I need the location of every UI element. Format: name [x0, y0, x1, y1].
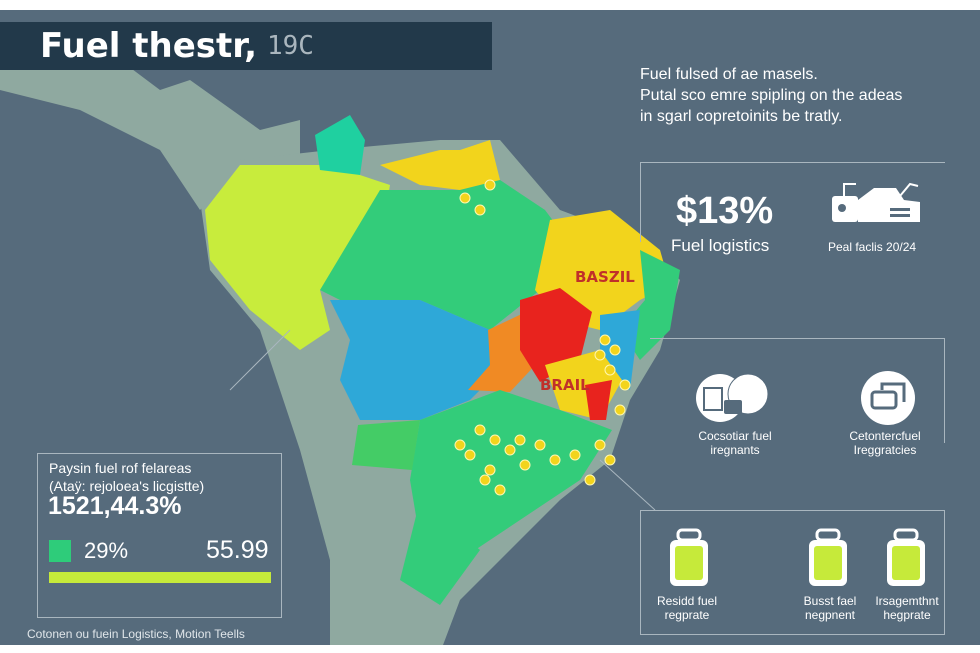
stat-label: Fuel logistics	[671, 236, 770, 255]
region-green-south	[410, 390, 612, 560]
fuel-station-marker	[594, 349, 606, 361]
fuel-station-marker	[519, 459, 531, 471]
tank-caption: Irsagemthnt hegprate	[862, 594, 952, 622]
fuel-tank-icon	[887, 528, 925, 586]
fuel-station-marker	[584, 474, 596, 486]
fuel-station-marker	[454, 439, 466, 451]
fuel-station-marker	[619, 379, 631, 391]
fuel-station-marker	[594, 439, 606, 451]
panel-border-bottom	[640, 510, 945, 635]
intro-text: Fuel fulsed of ae masels. Putal sco emre…	[640, 64, 902, 127]
progress-bar	[49, 572, 271, 583]
feature-caption: Cetontercfuel Ireggratcies	[830, 429, 940, 457]
intro-line: Fuel fulsed of ae masels.	[640, 66, 818, 83]
tank-caption: Residd fuel regprate	[640, 594, 734, 622]
map-label-2: BRAIL	[540, 376, 590, 394]
tank-label: Residd fuel	[656, 594, 718, 608]
fuel-tank-icon	[670, 528, 708, 586]
fuel-station-marker	[604, 364, 616, 376]
central-america-land	[0, 40, 300, 210]
fuel-tank-icon	[809, 528, 847, 586]
tank-label: regprate	[664, 608, 710, 622]
documents-truck-icon	[696, 373, 768, 422]
fuel-truck-icon	[832, 182, 920, 222]
fuel-station-marker	[569, 449, 581, 461]
region-teal	[315, 115, 365, 175]
tank-label: hegprate	[883, 608, 931, 622]
fuel-station-marker	[614, 404, 626, 416]
tank-label: Irsagemthnt	[875, 594, 939, 608]
region-green-southtip	[400, 500, 480, 605]
tank-caption: Busst fael negpnent	[790, 594, 870, 622]
vehicles-icon	[861, 371, 915, 425]
fuel-station-marker	[604, 454, 616, 466]
infographic-canvas: BASZIL BRAIL Fuel thestr, 19C Fuel fulse…	[0, 10, 980, 645]
fuel-station-marker	[609, 344, 621, 356]
feature-label: iregnants	[710, 443, 760, 457]
feature-label: Cetontercfuel	[849, 429, 921, 443]
stat-value: $13%	[676, 190, 774, 232]
title-bar: Fuel thestr, 19C	[0, 22, 492, 70]
page-subtitle: 19C	[266, 31, 314, 61]
summary-big-value: 1521,44.3%	[48, 492, 182, 520]
legend-value: 55.99	[206, 536, 269, 564]
fuel-station-marker	[474, 424, 486, 436]
fuel-station-marker	[494, 484, 506, 496]
feature-label: Ireggratcies	[853, 443, 917, 457]
south-america-map	[0, 40, 680, 645]
region-green-central	[320, 180, 560, 330]
region-blue-west	[330, 300, 500, 420]
legend-percent: 29%	[84, 538, 129, 563]
region-lime	[205, 165, 390, 350]
intro-line: in sgarl copretoinits be tratly.	[640, 108, 843, 125]
panel-border-top	[640, 162, 945, 242]
fuel-station-marker	[484, 179, 496, 191]
feature-caption: Cocsotiar fuel iregnants	[680, 429, 790, 457]
fuel-station-marker	[489, 434, 501, 446]
intro-line: Putal sco emre spipling on the adeas	[640, 87, 903, 104]
car-label: Peal faclis 20/24	[828, 240, 917, 254]
fuel-station-marker	[514, 434, 526, 446]
fuel-station-marker	[479, 474, 491, 486]
region-yellow-north	[380, 140, 500, 190]
map-label-1: BASZIL	[575, 268, 635, 286]
summary-line-1: Paysin fuel rof felareas	[49, 460, 192, 476]
page-title: Fuel thestr,	[40, 26, 257, 66]
fuel-station-marker	[484, 464, 496, 476]
region-red-small	[585, 380, 612, 420]
fuel-station-marker	[504, 444, 516, 456]
fuel-station-marker	[549, 454, 561, 466]
fuel-station-markers	[454, 179, 631, 496]
panel-border-middle	[650, 338, 945, 443]
tank-label: negpnent	[804, 608, 856, 622]
region-green-southwest	[352, 420, 420, 470]
fuel-station-marker	[464, 449, 476, 461]
summary-box: Paysin fuel rof felareas (Ataÿ: rejoloea…	[37, 453, 282, 618]
footer-text: Cotonen ou fuein Logistics, Motion Teell…	[27, 627, 245, 641]
fuel-station-marker	[459, 192, 471, 204]
legend-swatch	[49, 540, 71, 562]
tank-label: Busst fael	[803, 594, 857, 608]
fuel-station-marker	[534, 439, 546, 451]
fuel-station-marker	[599, 334, 611, 346]
summary-line-2: (Ataÿ: rejoloea's licgistte)	[49, 478, 205, 494]
fuel-station-marker	[474, 204, 486, 216]
feature-label: Cocsotiar fuel	[698, 429, 772, 443]
connector-line	[229, 329, 656, 511]
